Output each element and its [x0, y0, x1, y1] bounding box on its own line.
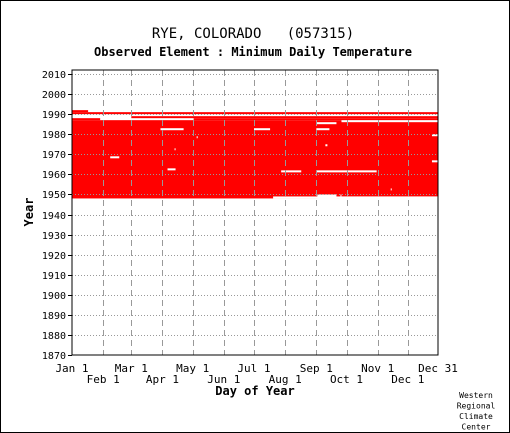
missing-block-6 — [316, 170, 377, 173]
missing-block-14 — [160, 128, 184, 131]
x-axis: Jan 1 Mar 1 May 1 Jul 1 Sep 1 Nov 1 Dec 31 Feb … — [55, 362, 457, 386]
missing-block-4 — [390, 188, 392, 191]
x-tick-label-lower-2: Jun 1 — [207, 373, 240, 386]
x-tick-label-lower-1: Apr 1 — [146, 373, 179, 386]
y-tick-label-3: 1900 — [42, 291, 66, 302]
y-tick-label-5: 1920 — [42, 251, 66, 262]
missing-block-10 — [174, 148, 176, 151]
chart-title: RYE, COLORADO (057315) — [152, 26, 354, 42]
x-tick-label-lower-5: Dec 1 — [391, 373, 424, 386]
missing-block-12 — [196, 136, 198, 139]
missing-block-8 — [110, 156, 120, 159]
data-block-3 — [131, 116, 439, 119]
y-tick-label-6: 1930 — [42, 231, 66, 242]
data-block-2 — [193, 118, 438, 121]
x-tick-label-upper-0: Jan 1 — [55, 362, 88, 375]
gap-layer — [110, 120, 438, 199]
y-tick-label-4: 1910 — [42, 271, 66, 282]
missing-block-7 — [167, 168, 176, 171]
credit-line-3: Center — [462, 423, 491, 432]
missing-block-5 — [281, 170, 302, 173]
credit-line-2: Climate — [459, 412, 493, 421]
y-tick-label-8: 1950 — [42, 190, 66, 201]
y-tick-label-1: 1880 — [42, 331, 66, 342]
x-tick-label-upper-1: Mar 1 — [115, 362, 148, 375]
grid-layer — [72, 70, 438, 355]
data-block-1 — [72, 118, 101, 121]
x-tick-label-lower-4: Oct 1 — [330, 373, 363, 386]
missing-block-18 — [341, 120, 438, 123]
credit-line-1: Regional — [457, 402, 496, 411]
plot-border — [71, 69, 439, 356]
missing-block-15 — [253, 128, 271, 131]
x-tick-label-upper-2: May 1 — [176, 362, 209, 375]
y-axis-label: Year — [22, 198, 36, 227]
y-tick-label-14: 2010 — [42, 70, 66, 81]
missing-block-13 — [431, 134, 438, 137]
missing-block-9 — [431, 160, 438, 163]
x-tick-label-upper-5: Nov 1 — [361, 362, 394, 375]
x-tick-label-lower-3: Aug 1 — [269, 373, 302, 386]
y-tick-label-12: 1990 — [42, 110, 66, 121]
y-tick-label-13: 2000 — [42, 90, 66, 101]
y-axis: 1870 1880 1890 1900 1910 1920 1930 1940 1950 1960… — [42, 70, 72, 362]
x-tick-label-lower-0: Feb 1 — [87, 373, 120, 386]
missing-block-1 — [317, 194, 337, 199]
missing-block-2 — [339, 196, 438, 199]
y-tick-label-0: 1870 — [42, 351, 66, 362]
x-tick-label-upper-4: Sep 1 — [300, 362, 333, 375]
y-tick-label-7: 1940 — [42, 211, 66, 222]
y-tick-label-11: 1980 — [42, 130, 66, 141]
missing-block-3 — [340, 194, 342, 197]
y-tick-label-2: 1890 — [42, 311, 66, 322]
y-tick-label-9: 1960 — [42, 170, 66, 181]
data-block-5 — [72, 110, 89, 113]
chart-subtitle: Observed Element : Minimum Daily Tempera… — [94, 45, 412, 59]
missing-block-11 — [325, 144, 328, 147]
missing-block-17 — [316, 122, 337, 125]
missing-block-16 — [316, 128, 330, 131]
credit-line-0: Western — [459, 391, 493, 400]
x-axis-label: Day of Year — [215, 384, 294, 398]
y-tick-label-10: 1970 — [42, 150, 66, 161]
x-tick-label-upper-6: Dec 31 — [418, 362, 458, 375]
x-tick-label-upper-3: Jul 1 — [237, 362, 270, 375]
